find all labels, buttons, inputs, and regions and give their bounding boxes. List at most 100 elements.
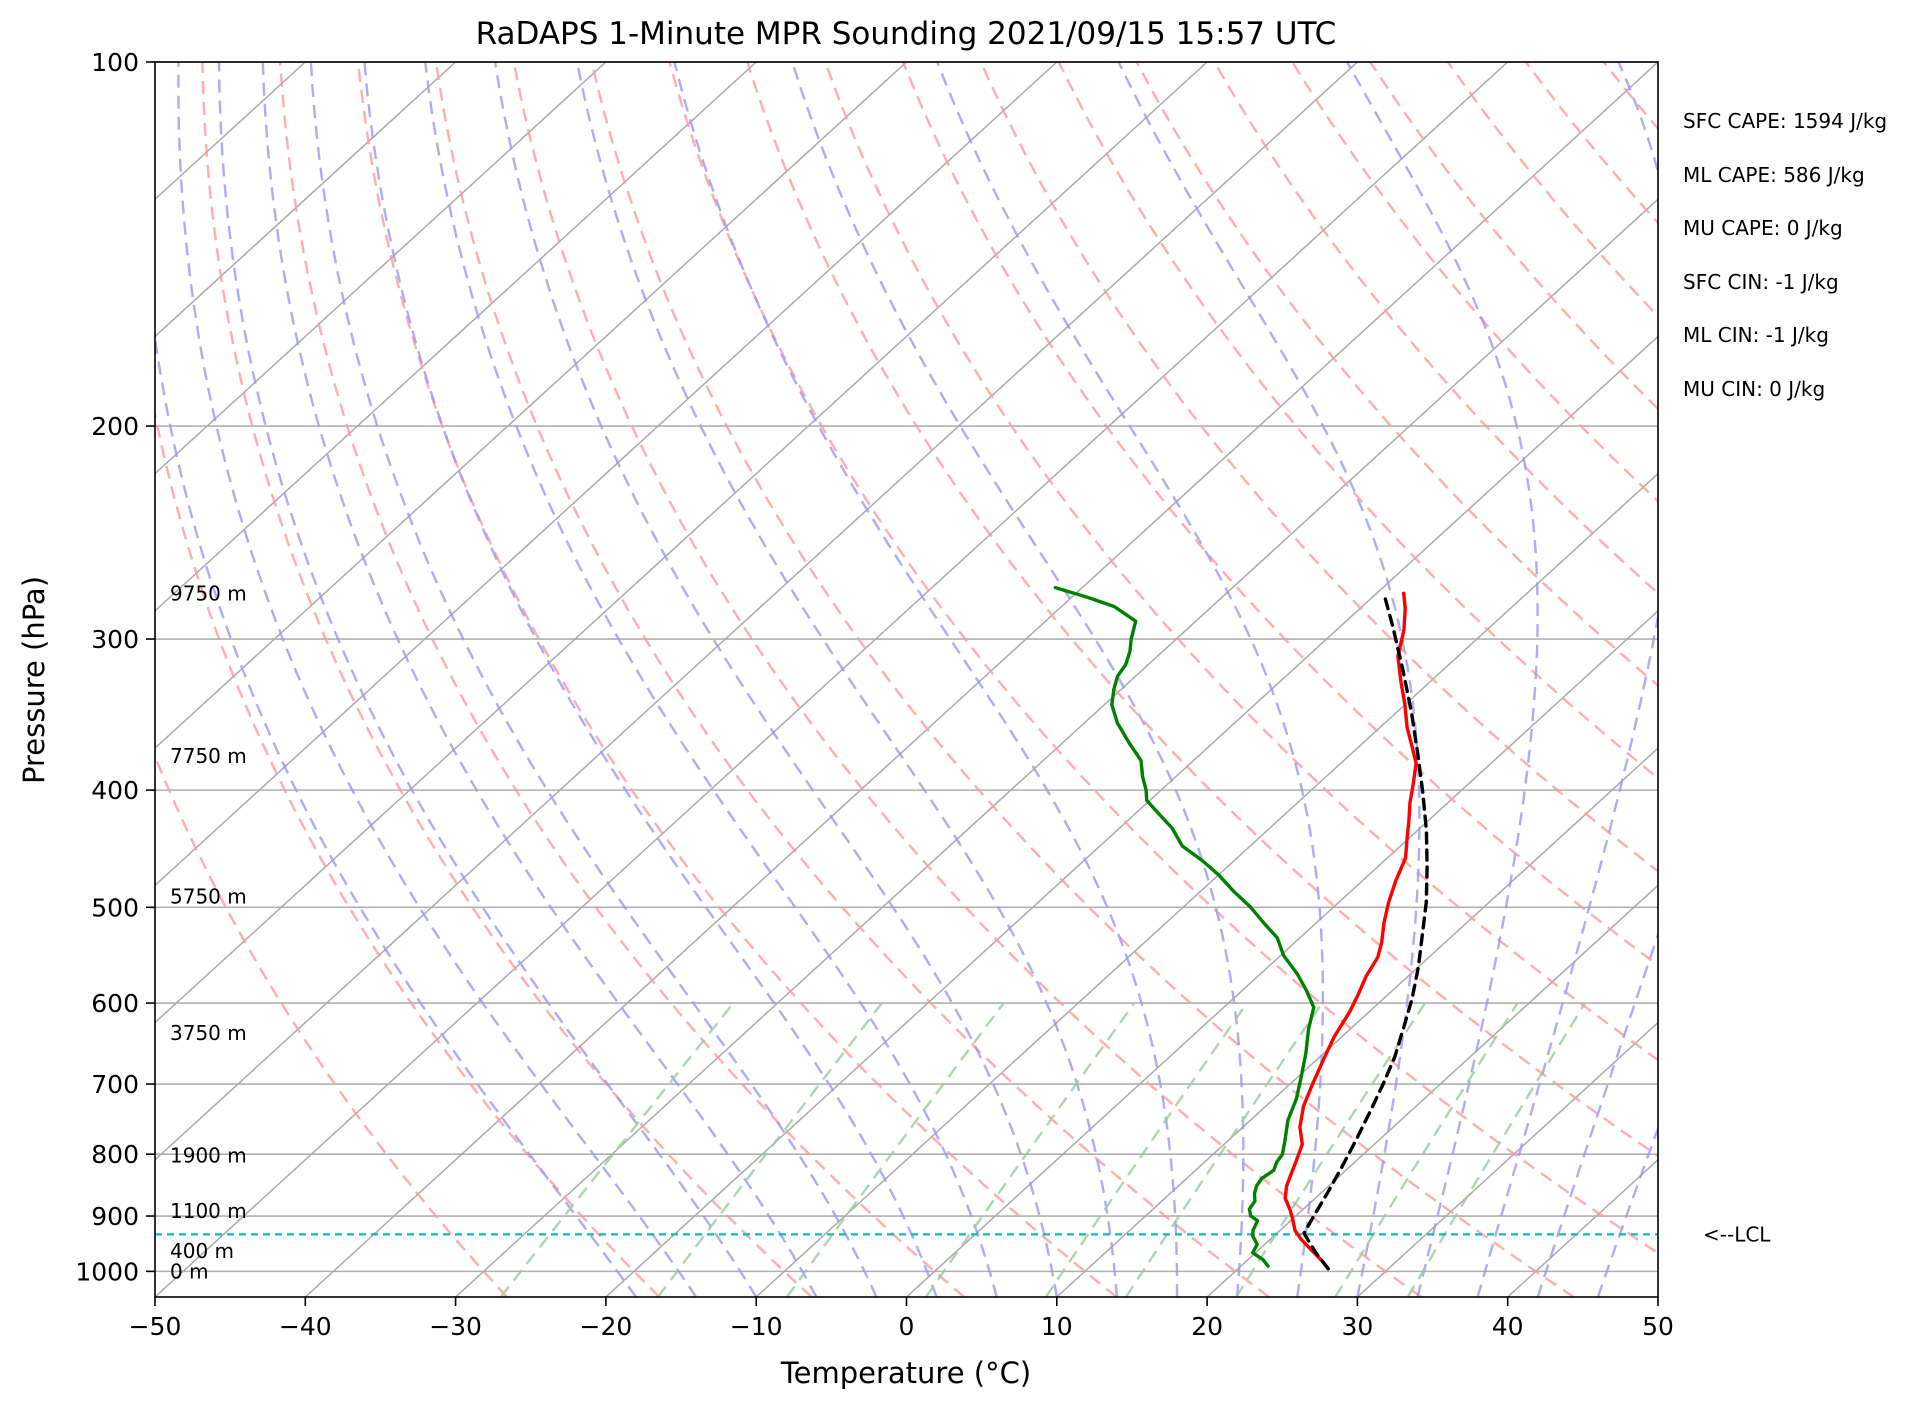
y-tick-label: 500 xyxy=(91,893,139,922)
height-label: 1100 m xyxy=(170,1199,247,1223)
mixing-ratio-line xyxy=(1044,1002,1248,1297)
lcl-layer: <--LCL xyxy=(155,1222,1771,1246)
axes-ticks: −50 −40 −30 −20 −10 0 10 20 30 40 50 100 200 300 400 50… xyxy=(75,48,1674,1341)
isotherm-line xyxy=(905,609,1658,1297)
height-label: 9750 m xyxy=(170,581,247,605)
param-mu-cin: MU CIN: 0 J/kg xyxy=(1683,377,1825,401)
isotherm-line xyxy=(155,62,457,338)
moist-adiabat-line xyxy=(1536,930,1658,1297)
isotherm-line xyxy=(155,62,1358,1161)
x-tick-label: 0 xyxy=(899,1312,915,1341)
mixing-ratio-line xyxy=(499,1002,735,1297)
isotherm-line xyxy=(1206,884,1658,1297)
sounding-profiles xyxy=(1053,585,1429,1271)
moist-adiabat-line xyxy=(575,62,1119,1297)
height-label: 5750 m xyxy=(170,885,247,909)
x-tick-label: −30 xyxy=(429,1312,482,1341)
dry-adiabat-line xyxy=(1682,62,1925,1297)
y-axis-title: Pressure (hPa) xyxy=(17,576,51,784)
dewpoint-profile xyxy=(1053,585,1316,1268)
dry-adiabat-line xyxy=(668,62,1658,1255)
y-tick-label: 800 xyxy=(91,1140,139,1169)
mixing-ratio-line xyxy=(656,1002,883,1297)
moist-adiabat-line xyxy=(1117,62,1421,1297)
height-label: 1900 m xyxy=(170,1143,247,1167)
y-tick-label: 600 xyxy=(91,989,139,1018)
isotherm-line xyxy=(155,62,1509,1297)
dry-adiabat-line xyxy=(901,62,1658,967)
moist-adiabat-line xyxy=(309,62,878,1297)
y-tick-label: 300 xyxy=(91,625,139,654)
y-tick-label: 1000 xyxy=(75,1257,139,1286)
isotherm-line xyxy=(155,62,607,475)
pressure-gridlines xyxy=(155,61,1658,1273)
moist-adiabat-line xyxy=(155,329,637,1297)
dry-adiabat-line xyxy=(590,62,1575,1297)
height-label: 3750 m xyxy=(170,1021,247,1045)
param-ml-cin: ML CIN: -1 J/kg xyxy=(1683,323,1829,347)
param-sfc-cin: SFC CIN: -1 J/kg xyxy=(1683,270,1839,294)
isotherm-line xyxy=(1356,1021,1658,1297)
chart-title: RaDAPS 1-Minute MPR Sounding 2021/09/15 … xyxy=(476,16,1337,52)
height-label: 400 m xyxy=(170,1239,234,1263)
dry-adiabat-line xyxy=(1837,62,1925,1297)
param-ml-cape: ML CAPE: 586 J/kg xyxy=(1683,163,1865,187)
lcl-label: <--LCL xyxy=(1703,1222,1771,1246)
y-tick-label: 400 xyxy=(91,776,139,805)
moist-adiabat-line xyxy=(673,62,1179,1297)
y-tick-label: 700 xyxy=(91,1070,139,1099)
thermo-background-lines xyxy=(0,62,1925,1297)
moist-adiabat-line xyxy=(1656,1293,1658,1297)
dry-adiabat-line xyxy=(824,62,1658,1062)
isotherm-line xyxy=(1056,747,1658,1297)
dry-adiabat-line xyxy=(279,62,965,1297)
moist-adiabat-line xyxy=(1596,1125,1658,1297)
x-tick-label: 30 xyxy=(1341,1312,1373,1341)
x-tick-label: 20 xyxy=(1191,1312,1223,1341)
moist-adiabat-line xyxy=(1476,62,1658,1297)
mixing-ratio-line xyxy=(1406,1002,1587,1297)
moist-adiabat-line xyxy=(791,62,1245,1297)
x-tick-label: −40 xyxy=(279,1312,332,1341)
dry-adiabat-line xyxy=(1057,62,1658,780)
x-tick-label: 10 xyxy=(1041,1312,1073,1341)
moist-adiabat-line xyxy=(936,62,1325,1297)
dry-adiabat-line xyxy=(979,62,1658,873)
x-tick-label: 40 xyxy=(1492,1312,1524,1341)
moist-adiabat-line xyxy=(424,62,998,1297)
mixing-ratio-line xyxy=(785,1002,1005,1297)
y-tick-label: 100 xyxy=(91,48,139,77)
parameter-list: SFC CAPE: 1594 J/kg ML CAPE: 586 J/kg MU… xyxy=(1683,109,1887,401)
moist-adiabat-line xyxy=(493,62,1058,1297)
isotherm-line xyxy=(155,62,908,750)
dry-adiabat-line xyxy=(746,62,1658,1158)
moist-adiabat-line xyxy=(261,62,818,1297)
dry-adiabat-line xyxy=(356,62,1118,1297)
param-mu-cape: MU CAPE: 0 J/kg xyxy=(1683,216,1843,240)
dry-adiabat-line xyxy=(201,62,813,1297)
dry-adiabat-line xyxy=(512,62,1423,1297)
x-tick-label: −50 xyxy=(129,1312,182,1341)
param-sfc-cape: SFC CAPE: 1594 J/kg xyxy=(1683,109,1887,133)
dry-adiabat-line xyxy=(1135,62,1658,688)
isotherm-line xyxy=(304,62,1658,1297)
moist-adiabat-line xyxy=(217,62,758,1297)
height-label: 7750 m xyxy=(170,744,247,768)
moist-adiabat-line xyxy=(1346,62,1539,1297)
isotherm-line xyxy=(605,335,1658,1297)
isotherm-line xyxy=(155,62,1208,1024)
mixing-ratio-line xyxy=(924,1002,1136,1297)
mixing-ratio-line xyxy=(1125,1002,1323,1297)
isotherm-line xyxy=(455,198,1658,1297)
dry-adiabat-line xyxy=(1759,62,1925,1297)
moist-adiabat-line xyxy=(177,62,698,1297)
height-labels: 9750 m 7750 m 5750 m 3750 m 1900 m 1100 m 400 … xyxy=(170,581,247,1283)
moist-adiabat-line xyxy=(363,62,938,1297)
y-tick-label: 900 xyxy=(91,1202,139,1231)
temperature-profile xyxy=(1283,591,1418,1271)
isotherm-line xyxy=(155,62,1058,887)
isotherm-line xyxy=(0,62,5,1297)
dry-adiabat-line xyxy=(1213,62,1658,595)
x-axis-title: Temperature (°C) xyxy=(780,1356,1031,1390)
